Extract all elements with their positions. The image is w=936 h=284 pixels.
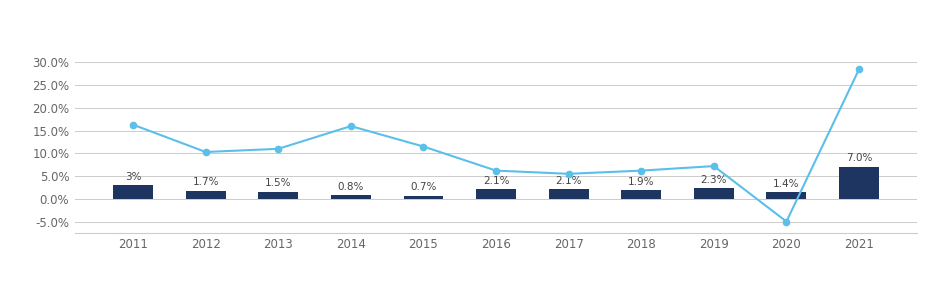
Bar <box>622 190 661 199</box>
Bar <box>694 188 734 199</box>
Bar <box>331 195 371 199</box>
Bar <box>476 189 516 199</box>
Text: 3%: 3% <box>124 172 141 181</box>
Text: 0.8%: 0.8% <box>338 181 364 191</box>
Text: 7.0%: 7.0% <box>846 153 872 163</box>
Text: 1.5%: 1.5% <box>265 178 291 188</box>
Bar <box>839 167 879 199</box>
Text: 2.1%: 2.1% <box>555 176 582 186</box>
Text: 2.3%: 2.3% <box>701 175 727 185</box>
Legend: Inflation, CRE Returns: Inflation, CRE Returns <box>519 0 721 2</box>
Bar <box>767 193 807 199</box>
Bar <box>258 192 299 199</box>
Bar <box>113 185 154 199</box>
Bar <box>548 189 589 199</box>
Bar <box>185 191 226 199</box>
Text: 1.4%: 1.4% <box>773 179 799 189</box>
Text: 1.7%: 1.7% <box>193 178 219 187</box>
Text: 1.9%: 1.9% <box>628 177 654 187</box>
Text: 0.7%: 0.7% <box>410 182 437 192</box>
Text: 2.1%: 2.1% <box>483 176 509 186</box>
Bar <box>403 196 444 199</box>
